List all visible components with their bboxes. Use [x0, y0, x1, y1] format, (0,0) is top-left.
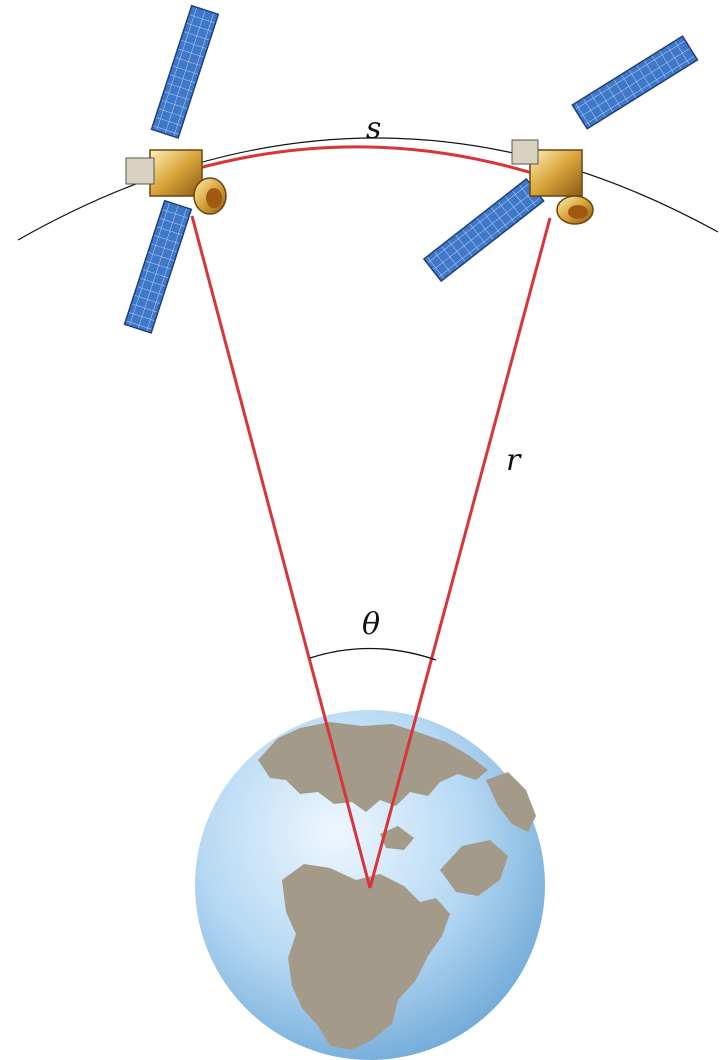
solar-panel-upper — [571, 35, 699, 130]
solar-panel-lower — [422, 177, 545, 283]
continent-europe — [486, 772, 536, 832]
continent-north-america — [282, 864, 450, 1050]
solar-panel-lower — [123, 199, 193, 334]
arc-s — [191, 145, 549, 180]
continent-asia — [258, 722, 488, 812]
solar-panel-upper — [150, 4, 220, 139]
satellite-icon — [422, 35, 699, 283]
radius-line-right — [368, 217, 552, 889]
angle-arc — [309, 647, 437, 661]
satellite-icon — [123, 4, 227, 334]
radius-label: r — [506, 443, 522, 478]
island-arctic — [380, 826, 414, 850]
angle-label: θ — [362, 607, 380, 642]
radius-line-left — [190, 215, 372, 889]
arc-label: s — [366, 111, 381, 146]
continent-greenland — [440, 840, 508, 896]
orbit-arc — [17, 137, 719, 241]
